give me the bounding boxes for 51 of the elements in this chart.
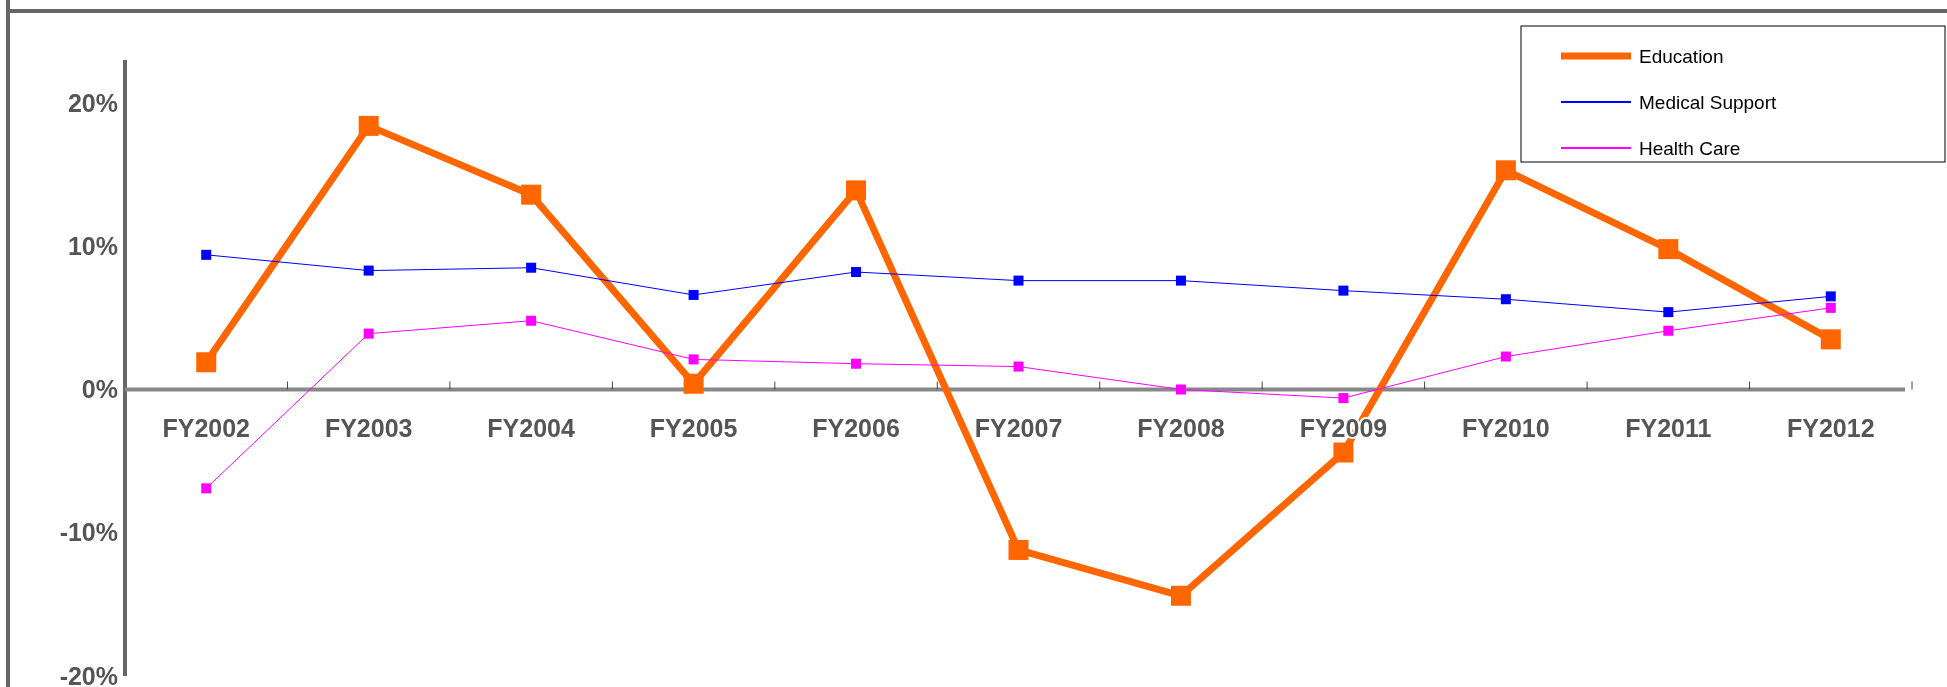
point: [683, 373, 704, 394]
point: [1825, 291, 1836, 302]
point: [1170, 585, 1191, 606]
point: [1500, 351, 1511, 362]
point: [1013, 361, 1024, 372]
point: [1175, 384, 1186, 395]
x-tick-label: FY2008: [1137, 414, 1225, 443]
x-tick-label: FY2003: [324, 414, 413, 443]
y-tick-label: 0%: [81, 375, 118, 404]
point: [1333, 442, 1354, 463]
y-tick-label: -20%: [59, 661, 118, 687]
point: [1013, 275, 1024, 286]
point: [851, 267, 862, 278]
point: [1663, 307, 1674, 318]
point: [363, 265, 374, 276]
x-tick-label: FY2005: [649, 414, 738, 443]
point: [526, 315, 537, 326]
point: [1338, 285, 1349, 296]
point: [851, 358, 862, 369]
point: [363, 328, 374, 339]
x-tick-label: FY2004: [487, 414, 576, 443]
point: [1338, 393, 1349, 404]
x-tick-label: FY2012: [1786, 414, 1875, 443]
y-tick-label: 10%: [67, 231, 118, 260]
point: [1175, 275, 1186, 286]
point: [526, 262, 537, 273]
point: [1500, 294, 1511, 305]
point: [201, 249, 212, 260]
point: [1008, 539, 1029, 560]
point: [201, 483, 212, 494]
legend-label: Medical Support: [1639, 91, 1778, 113]
point: [1663, 325, 1674, 336]
point: [1825, 302, 1836, 313]
x-tick-label: FY2002: [162, 414, 251, 443]
legend-label: Health Care: [1639, 137, 1741, 159]
point: [688, 289, 699, 300]
legend-label: Education: [1639, 45, 1724, 67]
point: [846, 180, 867, 201]
x-tick-label: FY2011: [1625, 414, 1712, 443]
y-tick-label: -10%: [59, 518, 118, 547]
point: [688, 354, 699, 365]
point: [1820, 329, 1841, 350]
y-tick-label: 20%: [67, 88, 118, 117]
point: [196, 352, 217, 373]
x-tick-label: FY2010: [1462, 414, 1550, 443]
point: [1495, 160, 1516, 181]
x-tick-label: FY2006: [812, 414, 900, 443]
x-tick-label: FY2007: [974, 414, 1063, 443]
point: [1658, 239, 1679, 260]
point: [521, 184, 542, 205]
point: [358, 115, 379, 136]
